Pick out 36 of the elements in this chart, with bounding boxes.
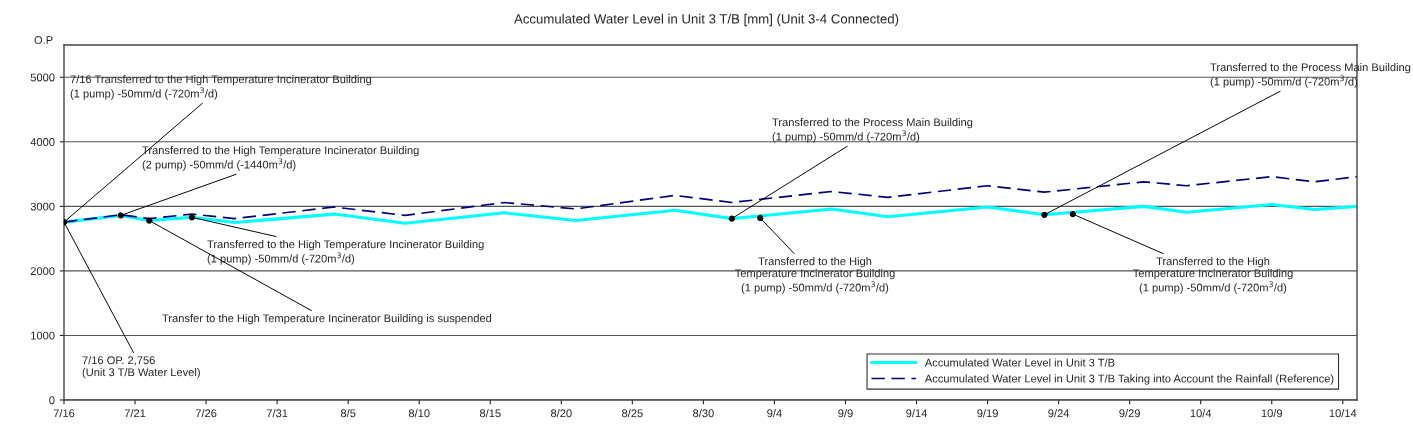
legend-label: Accumulated Water Level in Unit 3 T/B bbox=[924, 358, 1115, 367]
x-tick-label: 8/20 bbox=[550, 409, 572, 418]
x-tick-label: 8/25 bbox=[622, 409, 643, 418]
annotation: Transferred to the High Temperature Incinerator Building (1 pump) -50mm/d (-720m$^{3}$/d) bbox=[207, 240, 484, 265]
y-tick-label: 0 bbox=[49, 396, 55, 405]
y-tick-label: 5000 bbox=[30, 73, 55, 82]
y-axis-title: O.P bbox=[34, 36, 53, 44]
annotation: Transferred to the High Temperature Incinerator Building (1 pump) -50mm/d (-720m$^{3}$/d) bbox=[1132, 257, 1293, 294]
annotation: Transferred to the Process Main Building (1 pump) -50mm/d (-720m$^{3}$/d) bbox=[772, 118, 973, 143]
x-tick-label: 8/15 bbox=[479, 409, 501, 418]
chart-title: Accumulated Water Level in Unit 3 T/B [mm] (Unit 3-4 Connected) bbox=[514, 13, 899, 27]
x-tick-label: 8/10 bbox=[408, 409, 430, 418]
annotation: Transferred to the High Temperature Incinerator Building (1 pump) -50mm/d (-720m$^{3}$/d) bbox=[734, 257, 895, 294]
line-series bbox=[64, 202, 1357, 226]
x-tick-label: 10/4 bbox=[1190, 409, 1212, 418]
x-tick-label: 9/29 bbox=[1119, 409, 1140, 418]
y-tick-label: 1000 bbox=[31, 331, 55, 340]
x-tick-label: 7/21 bbox=[124, 409, 146, 418]
x-tick-label: 9/14 bbox=[906, 409, 928, 418]
x-tick-label: 9/24 bbox=[1048, 409, 1070, 418]
x-tick-label: 9/9 bbox=[838, 409, 853, 418]
x-tick-label: 7/31 bbox=[266, 409, 288, 418]
y-tick-label: 4000 bbox=[30, 138, 55, 146]
x-tick-label: 9/4 bbox=[767, 409, 782, 418]
y-tick-label: 3000 bbox=[30, 202, 55, 211]
legend-label: Accumulated Water Level in Unit 3 T/B Taking into Account the Rainfall (Reference) bbox=[924, 374, 1334, 385]
annotation: Transfer to the High Temperature Incinerator Building is suspended bbox=[162, 314, 492, 325]
x-tick-label: 7/16 bbox=[53, 409, 75, 418]
x-tick-label: 8/5 bbox=[340, 409, 356, 418]
x-tick-label: 8/30 bbox=[693, 409, 714, 418]
x-tick-label: 10/9 bbox=[1261, 409, 1283, 418]
x-tick-label: 10/14 bbox=[1329, 409, 1357, 418]
x-tick-label: 9/19 bbox=[977, 409, 998, 418]
x-tick-label: 7/26 bbox=[195, 409, 217, 418]
y-tick-label: 2000 bbox=[30, 267, 55, 276]
annotation: 7/16 OP. 2,756 (Unit 3 T/B Water Level) bbox=[82, 356, 200, 379]
